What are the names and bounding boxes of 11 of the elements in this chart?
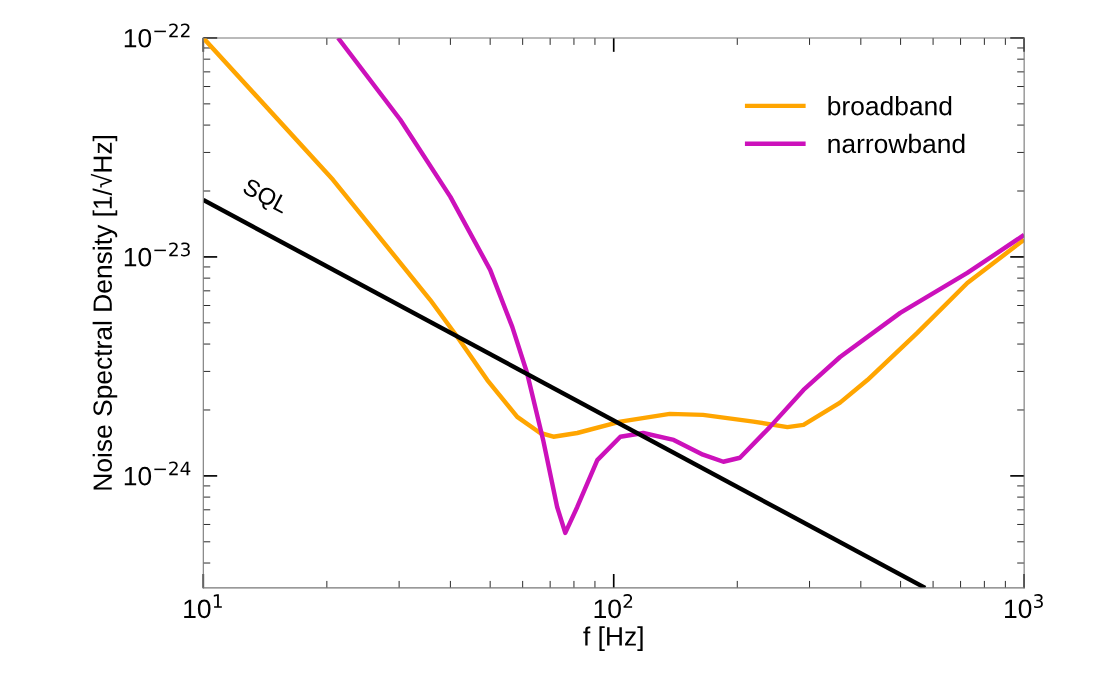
y-tick-label: 10$^{−23}$ <box>124 242 190 267</box>
legend-label: narrowband <box>828 133 965 154</box>
annotation: SQL <box>239 177 290 218</box>
y-tick-label: 10$^{−22}$ <box>124 23 190 48</box>
x-tick-label: 10$^{1}$ <box>184 594 222 619</box>
y-tick-label: 10$^{−24}$ <box>124 461 191 486</box>
y-axis-title: Noise Spectral Density [1/√Hz] <box>90 135 118 490</box>
legend-label: broadband <box>828 96 952 116</box>
x-axis-title: f [Hz] <box>583 626 643 651</box>
x-tick-label: 10$^{3}$ <box>1005 594 1043 619</box>
x-tick-label: 10$^{2}$ <box>594 594 633 619</box>
